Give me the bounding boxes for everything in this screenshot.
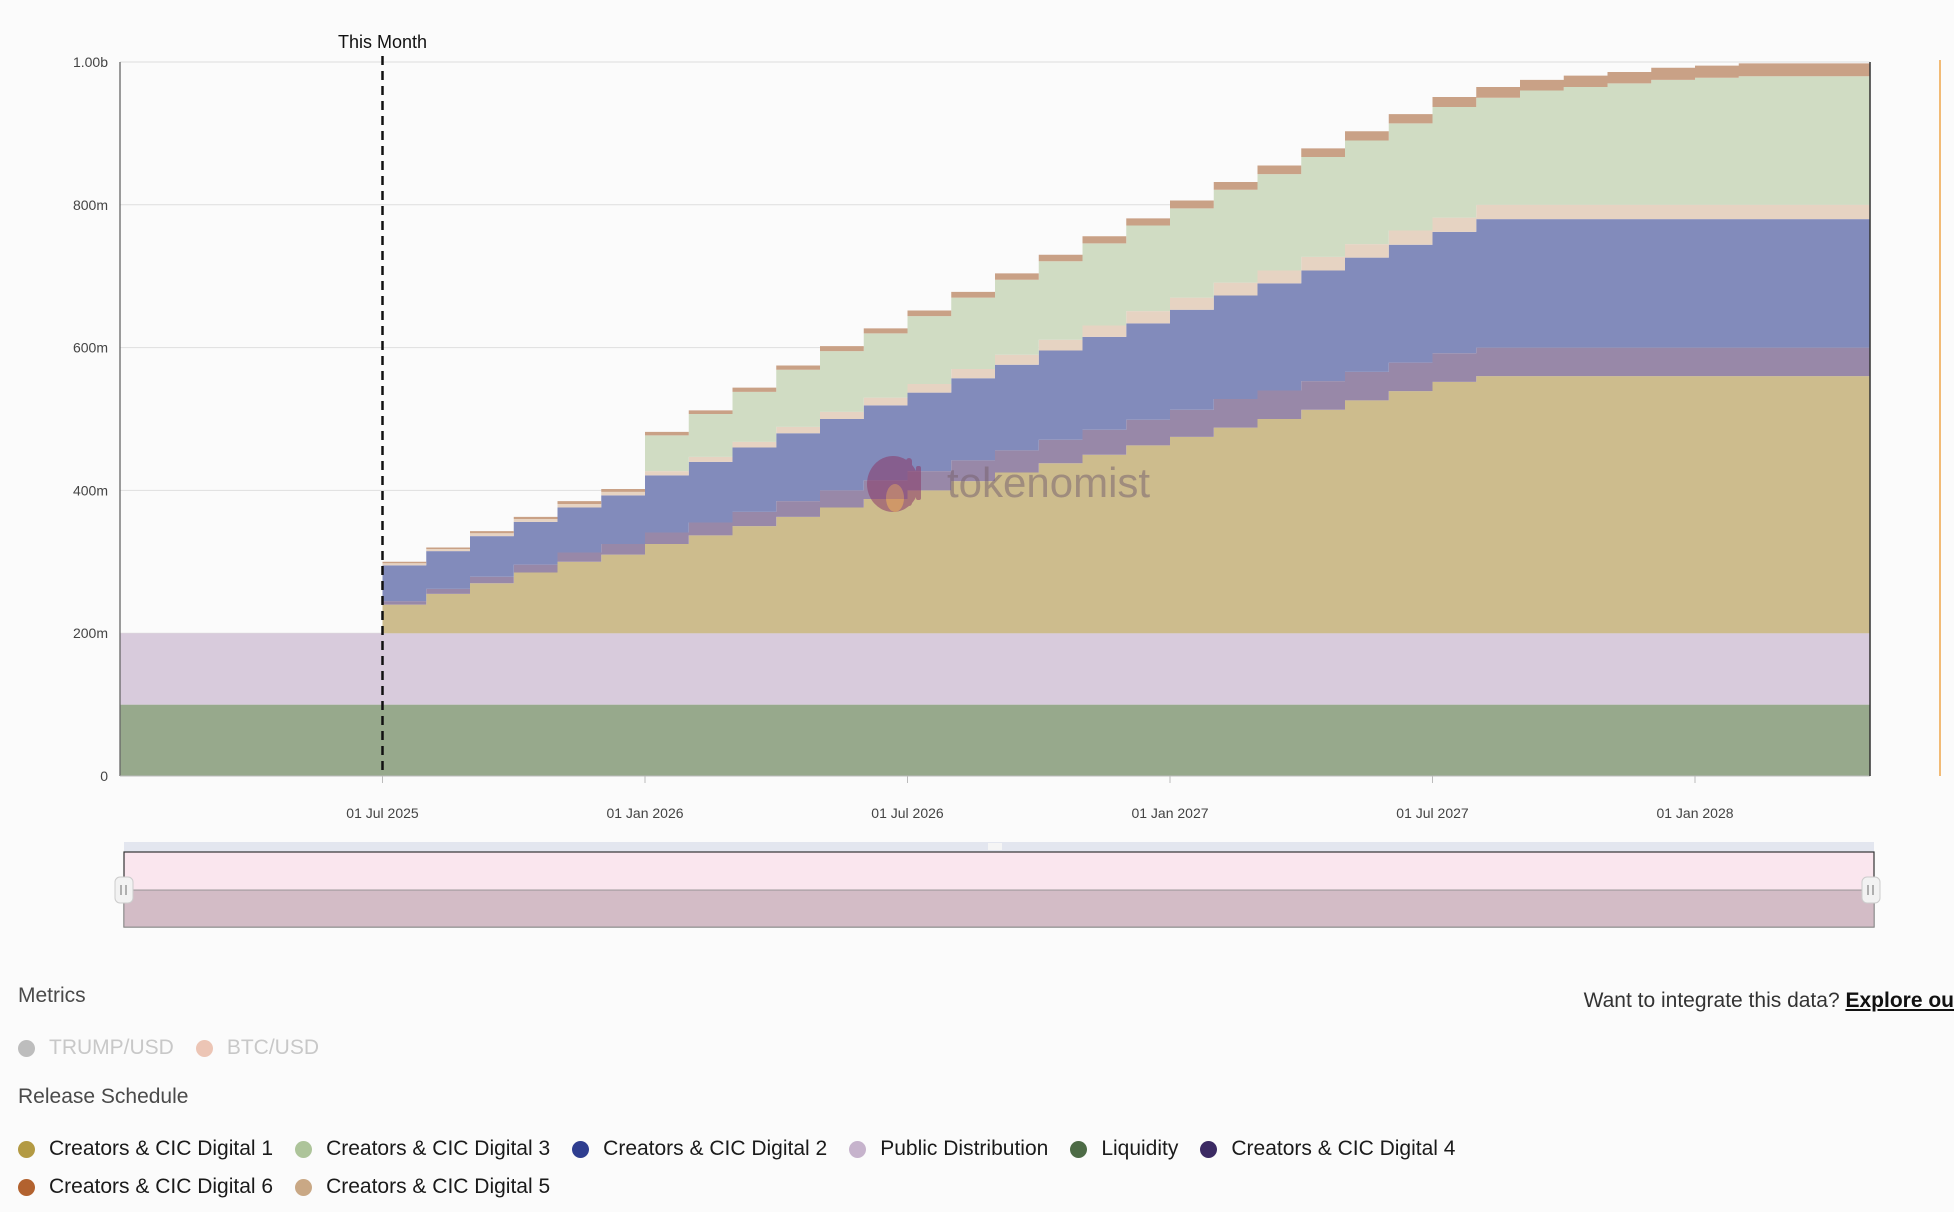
legend-item-btc-usd[interactable]: BTC/USD [195,1036,320,1060]
this-month-marker: This Month [338,32,427,776]
legend-dot-icon [195,1039,213,1057]
metrics-legend: TRUMP/USD BTC/USD [18,1036,341,1060]
release-legend-row-1: Creators & CIC Digital 1 Creators & CIC D… [18,1137,1477,1161]
legend-dot-icon [1200,1140,1218,1158]
x-tick-label: 01 Jan 2028 [1656,805,1733,821]
legend-item-liquidity[interactable]: Liquidity [1070,1137,1178,1161]
legend-item-trump-usd[interactable]: TRUMP/USD [18,1036,174,1060]
legend-label: Public Distribution [880,1137,1049,1160]
area-creators-cic-digital-2[interactable] [120,219,1870,634]
x-tick-label: 01 Jan 2027 [1131,805,1208,821]
x-tick-label: 01 Jul 2025 [346,805,419,821]
range-navigator[interactable] [114,842,1881,928]
legend-label: Creators & CIC Digital 5 [326,1175,551,1198]
legend-dot-icon [295,1140,313,1158]
legend-label: Creators & CIC Digital 1 [49,1137,274,1160]
navigator-right-handle[interactable] [1861,876,1881,904]
axes: 0 200m 400m 600m 800m 1.00b 01 Jul 2025 01 Jan … [73,54,1871,821]
watermark-text: tokenomist [947,459,1150,506]
y-tick-label: 0 [100,768,108,784]
area-creators-cic-digital-3[interactable] [120,76,1870,634]
legend-label: TRUMP/USD [49,1036,174,1059]
integrate-text: Want to integrate this data? [1583,989,1840,1012]
legend-dot-icon [18,1178,35,1196]
y-tick-label: 200m [73,625,108,641]
tokenomist-watermark: tokenomist [867,456,1150,512]
y-tick-label: 800m [73,197,108,213]
metrics-title: Metrics [18,984,86,1007]
legend-label: Creators & CIC Digital 6 [49,1175,274,1198]
legend-item-creators-cic-digital-6[interactable]: Creators & CIC Digital 6 [18,1175,273,1199]
legend-dot-icon [295,1178,313,1196]
legend-dot-icon [1070,1140,1088,1158]
release-legend-row-2: Creators & CIC Digital 6 Creators & CIC D… [18,1175,572,1199]
legend-item-creators-cic-digital-5[interactable]: Creators & CIC Digital 5 [295,1175,550,1199]
legend-item-creators-cic-digital-2[interactable]: Creators & CIC Digital 2 [572,1137,827,1161]
y-tick-label: 600m [73,340,108,356]
area-public-distribution[interactable] [120,633,1870,705]
legend-dot-icon [18,1140,35,1158]
navigator-left-handle[interactable] [114,876,134,904]
release-schedule-title: Release Schedule [18,1085,189,1108]
navigator-scroll-grip[interactable] [988,843,1002,850]
legend-item-creators-cic-digital-3[interactable]: Creators & CIC Digital 3 [295,1137,550,1161]
y-tick-label: 400m [73,482,108,498]
legend-dot-icon [849,1140,867,1158]
unlock-chart: 0 200m 400m 600m 800m 1.00b 01 Jul 2025 01 Jan … [73,32,1941,928]
area-liquidity[interactable] [120,704,1870,776]
legend-item-public-distribution[interactable]: Public Distribution [849,1137,1048,1161]
area-series-layer[interactable] [120,63,1870,776]
legend-item-creators-cic-digital-4[interactable]: Creators & CIC Digital 4 [1200,1137,1455,1161]
y-tick-label: 1.00b [73,54,108,70]
explore-api-link[interactable]: Explore ou [1845,989,1954,1012]
x-tick-label: 01 Jan 2026 [606,805,683,821]
legend-item-creators-cic-digital-1[interactable]: Creators & CIC Digital 1 [18,1137,273,1161]
integrate-notice: Want to integrate this data? Explore ou [1584,989,1954,1013]
legend-label: Creators & CIC Digital 2 [603,1137,828,1160]
legend-dot-icon [572,1140,590,1158]
legend-dot-icon [18,1039,35,1057]
legend-label: Creators & CIC Digital 3 [326,1137,551,1160]
stacked-area-chart: 0 200m 400m 600m 800m 1.00b 01 Jul 2025 01 Jan … [73,32,1941,928]
x-tick-label: 01 Jul 2027 [1396,805,1469,821]
legend-label: Creators & CIC Digital 4 [1231,1137,1456,1160]
legend-label: Liquidity [1101,1137,1179,1160]
this-month-label: This Month [338,32,427,52]
x-tick-label: 01 Jul 2026 [871,805,944,821]
legend-label: BTC/USD [226,1036,320,1059]
